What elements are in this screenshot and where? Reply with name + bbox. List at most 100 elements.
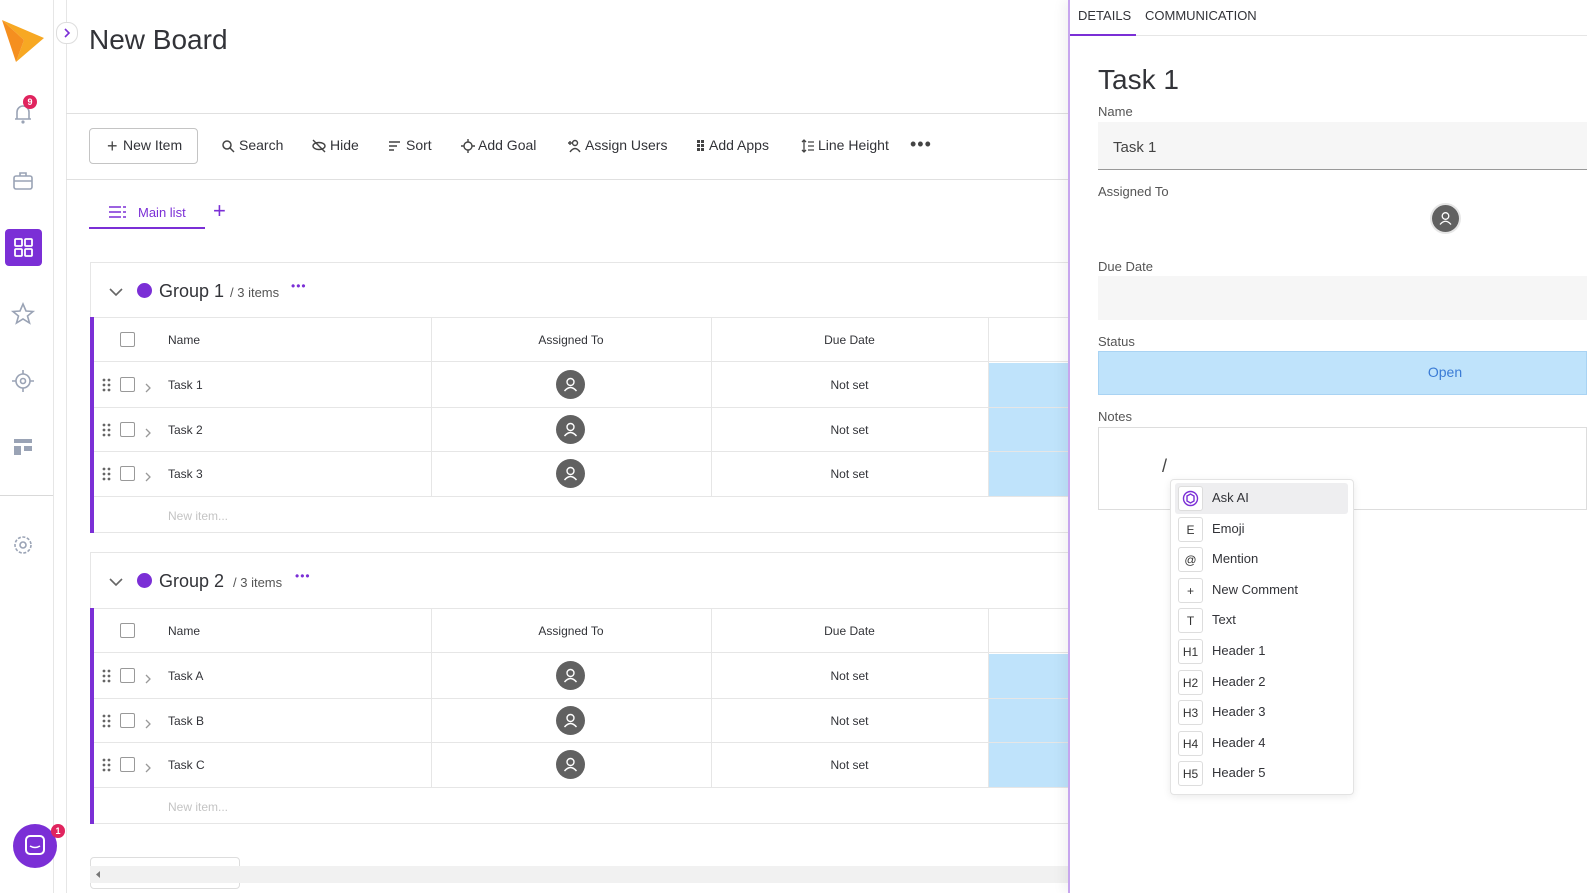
- status-field[interactable]: [1098, 351, 1587, 395]
- logo[interactable]: [2, 18, 46, 62]
- menu-label[interactable]: Header 1: [1212, 643, 1266, 658]
- menu-key-box[interactable]: [1178, 608, 1203, 634]
- avatar[interactable]: [556, 459, 585, 488]
- more-button[interactable]: •••: [910, 134, 932, 154]
- status-cell[interactable]: [989, 407, 1068, 451]
- avatar[interactable]: [556, 370, 585, 399]
- checkbox[interactable]: [120, 421, 135, 437]
- panel-tab[interactable]: DETAILS: [1078, 8, 1132, 23]
- drag-handle[interactable]: [102, 714, 111, 728]
- menu-key-box[interactable]: [1178, 486, 1203, 511]
- menu-label[interactable]: Emoji: [1212, 520, 1245, 536]
- chat-button[interactable]: [13, 824, 57, 868]
- checkbox[interactable]: [120, 623, 135, 638]
- checkbox[interactable]: [120, 332, 135, 347]
- toolbar-item[interactable]: Line Height: [818, 137, 889, 153]
- menu-key-box[interactable]: [1178, 669, 1203, 695]
- checkbox[interactable]: [120, 377, 135, 392]
- task-name[interactable]: Task C: [168, 758, 205, 773]
- due-date[interactable]: Not set: [830, 669, 869, 683]
- task-name[interactable]: Task 3: [168, 467, 203, 481]
- avatar[interactable]: [556, 750, 585, 780]
- due-date[interactable]: Not set: [830, 713, 869, 728]
- apps[interactable]: [11, 435, 35, 459]
- status-cell[interactable]: [989, 452, 1068, 496]
- menu-label[interactable]: Header 5: [1212, 765, 1266, 781]
- view-tab[interactable]: Main list: [138, 205, 186, 220]
- avatar[interactable]: [556, 705, 585, 735]
- menu-highlight[interactable]: [1175, 483, 1348, 514]
- checkbox[interactable]: [120, 757, 135, 773]
- settings[interactable]: [11, 533, 35, 557]
- goals[interactable]: [11, 369, 35, 393]
- task-name[interactable]: Task B: [168, 713, 205, 728]
- status-cell[interactable]: [989, 698, 1068, 743]
- menu-key-box[interactable]: [1178, 700, 1203, 726]
- menu-label[interactable]: Text: [1212, 612, 1236, 628]
- expand-row[interactable]: [145, 469, 153, 482]
- new-item-input[interactable]: New item...: [168, 799, 229, 814]
- expand-row[interactable]: [145, 716, 153, 729]
- group-menu[interactable]: •••: [291, 279, 307, 293]
- avatar[interactable]: [556, 414, 585, 444]
- expand-button[interactable]: [56, 22, 78, 44]
- toolbar-icon-svg: [697, 140, 704, 151]
- expand-row[interactable]: [145, 760, 153, 773]
- new-item-input[interactable]: New item...: [168, 508, 229, 523]
- drag-handle[interactable]: [102, 758, 111, 772]
- expand-row[interactable]: [145, 380, 153, 393]
- menu-label[interactable]: Ask AI: [1212, 490, 1249, 505]
- drag-handle[interactable]: [102, 378, 111, 392]
- drag-handle[interactable]: [102, 467, 111, 481]
- boards-active[interactable]: [5, 229, 42, 266]
- collapse[interactable]: [109, 575, 123, 587]
- status-cell[interactable]: [989, 743, 1068, 787]
- checkbox[interactable]: [120, 712, 135, 728]
- status-cell[interactable]: [989, 654, 1068, 698]
- menu-key-box[interactable]: [1178, 516, 1203, 542]
- due-date[interactable]: Not set: [830, 378, 869, 392]
- status-cell[interactable]: [989, 363, 1068, 407]
- expand-row[interactable]: [145, 671, 153, 684]
- add-view[interactable]: +: [213, 198, 226, 223]
- due-input[interactable]: [1098, 276, 1587, 320]
- briefcase[interactable]: [11, 169, 35, 193]
- new-item-button[interactable]: [89, 128, 198, 164]
- toolbar-item[interactable]: Sort: [406, 137, 432, 153]
- menu-label[interactable]: Header 2: [1212, 673, 1266, 689]
- toolbar-item[interactable]: Hide: [330, 137, 359, 153]
- menu-key-box[interactable]: [1178, 547, 1203, 573]
- toolbar-item[interactable]: New Item: [123, 137, 183, 153]
- toolbar-item[interactable]: Assign Users: [585, 137, 668, 153]
- collapse[interactable]: [109, 285, 123, 297]
- field-label: Status: [1098, 334, 1135, 349]
- due-date[interactable]: Not set: [830, 467, 869, 481]
- task-name[interactable]: Task A: [168, 669, 204, 683]
- group-menu[interactable]: •••: [295, 569, 311, 583]
- menu-key-box[interactable]: [1178, 730, 1203, 756]
- checkbox[interactable]: [120, 668, 135, 683]
- due-date[interactable]: Not set: [830, 422, 869, 437]
- expand-row[interactable]: [145, 425, 153, 437]
- menu-label[interactable]: Header 4: [1212, 734, 1266, 750]
- toolbar-item[interactable]: Add Apps: [709, 137, 769, 153]
- menu-key-box[interactable]: [1178, 577, 1203, 603]
- menu-label[interactable]: Header 3: [1212, 704, 1266, 720]
- menu-key-box[interactable]: [1178, 639, 1203, 664]
- favorites[interactable]: [10, 301, 36, 326]
- checkbox[interactable]: [120, 466, 135, 481]
- drag-handle[interactable]: [102, 423, 111, 437]
- name-input[interactable]: [1098, 122, 1587, 170]
- drag-handle[interactable]: [102, 669, 111, 683]
- due-date[interactable]: Not set: [830, 758, 869, 773]
- task-name[interactable]: Task 1: [168, 378, 203, 392]
- avatar[interactable]: [1432, 205, 1459, 232]
- panel-tab[interactable]: COMMUNICATION: [1145, 8, 1257, 23]
- menu-key-box[interactable]: [1178, 761, 1203, 787]
- toolbar-item[interactable]: Add Goal: [478, 137, 537, 153]
- toolbar-item[interactable]: Search: [239, 137, 284, 153]
- task-name[interactable]: Task 2: [168, 422, 203, 437]
- menu-label[interactable]: Mention: [1212, 551, 1259, 567]
- avatar[interactable]: [556, 661, 585, 690]
- menu-label[interactable]: New Comment: [1212, 581, 1298, 597]
